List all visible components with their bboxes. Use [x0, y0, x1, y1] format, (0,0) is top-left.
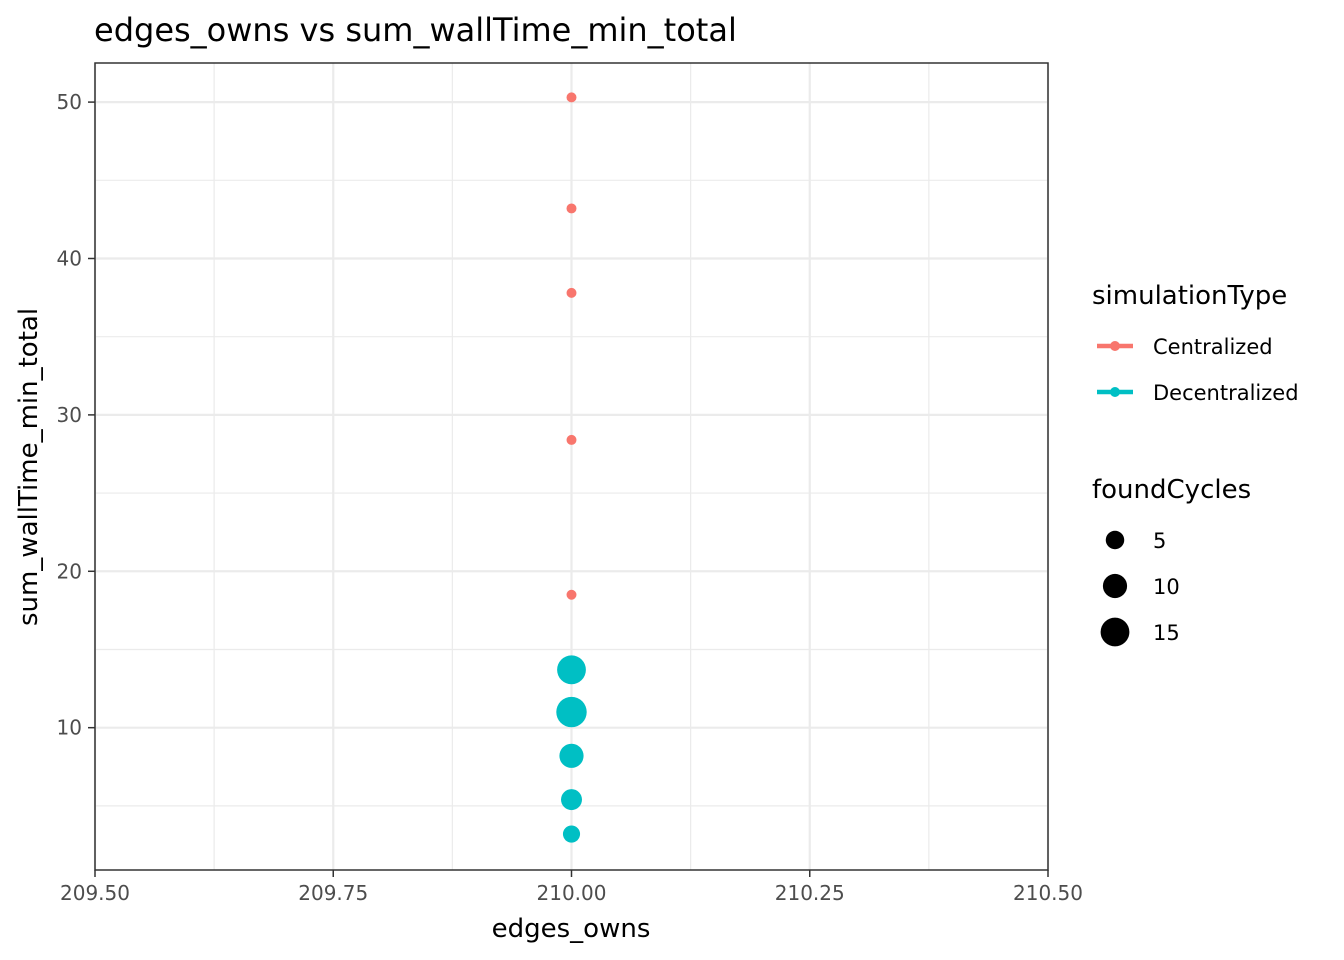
data-point-centralized: [566, 92, 577, 103]
data-point-decentralized: [561, 789, 582, 811]
legend-size-label: 15: [1153, 621, 1180, 645]
data-point-centralized: [566, 203, 577, 214]
data-points: [556, 92, 587, 843]
legend-size-key: [1100, 617, 1130, 647]
legend-label: Decentralized: [1153, 381, 1299, 405]
y-tick-label: 10: [57, 716, 82, 740]
data-point-centralized: [566, 434, 577, 445]
legend: simulationType CentralizedDecentralized …: [1092, 281, 1299, 647]
legend-size-key: [1102, 573, 1128, 599]
data-point-decentralized: [559, 743, 584, 768]
x-tick-label: 210.50: [1013, 881, 1083, 905]
x-tick-label: 209.75: [298, 881, 368, 905]
legend-color-entries: Centralized Decentralized: [1097, 335, 1299, 405]
y-tick-label: 30: [57, 403, 82, 427]
legend-size-label: 10: [1153, 575, 1180, 599]
y-tick-label: 40: [57, 246, 82, 270]
y-axis-title: sum_wallTime_min_total: [14, 308, 44, 626]
x-tick-label: 210.25: [775, 881, 845, 905]
y-axis: 10 20 30 40 50: [57, 90, 95, 740]
chart-title: edges_owns vs sum_wallTime_min_total: [94, 11, 737, 49]
data-point-decentralized: [562, 825, 581, 843]
x-axis: 209.50 209.75 210.00 210.25 210.50: [60, 870, 1083, 905]
legend-key-point: [1110, 341, 1120, 351]
data-point-centralized: [566, 589, 577, 600]
legend-label: Centralized: [1153, 335, 1273, 359]
legend-size-entries: 5 10 15: [1100, 529, 1180, 647]
x-axis-title: edges_owns: [492, 914, 651, 944]
data-point-decentralized: [556, 696, 587, 728]
legend-title-simulation-type: simulationType: [1092, 281, 1287, 311]
legend-key-point: [1110, 387, 1120, 397]
x-tick-label: 209.50: [60, 881, 130, 905]
legend-title-found-cycles: foundCycles: [1092, 475, 1251, 505]
x-tick-label: 210.00: [537, 881, 607, 905]
data-point-decentralized: [557, 655, 586, 685]
y-tick-label: 50: [57, 90, 82, 114]
plot-panel: [93, 62, 1050, 871]
legend-size-label: 5: [1153, 529, 1166, 553]
y-tick-label: 20: [57, 559, 82, 583]
legend-size-key: [1105, 530, 1125, 550]
data-point-centralized: [566, 287, 577, 298]
